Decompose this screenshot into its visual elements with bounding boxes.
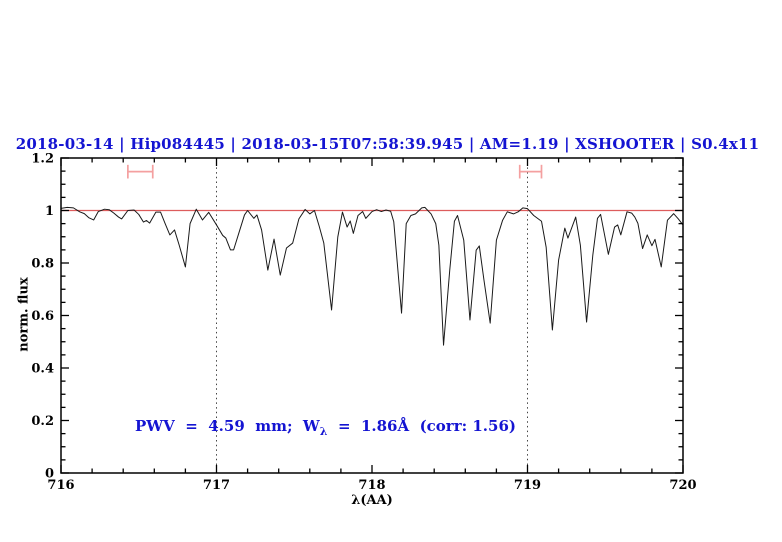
- axis-ticks: [60, 157, 684, 474]
- svg-text:0.4: 0.4: [31, 362, 54, 377]
- annotation-lambda-subscript: λ: [319, 425, 328, 438]
- pwv-annotation: PWV = 4.59 mm; Wλ = 1.86Å (corr: 1.56): [135, 417, 516, 438]
- svg-text:716: 716: [47, 478, 74, 493]
- svg-text:0.6: 0.6: [31, 309, 54, 324]
- y-axis-label: norm. flux: [16, 277, 32, 352]
- plot-title: 2018-03-14 | Hip084445 | 2018-03-15T07:5…: [15, 135, 760, 153]
- svg-text:1.2: 1.2: [31, 152, 54, 167]
- svg-text:718: 718: [358, 478, 385, 493]
- y-tick-labels: 0 0.2 0.4 0.6 0.8 1 1.2: [31, 152, 54, 482]
- annotation-suffix: = 1.86Å (corr: 1.56): [327, 417, 517, 435]
- svg-text:0.8: 0.8: [31, 257, 54, 272]
- svg-text:0.2: 0.2: [31, 414, 54, 429]
- svg-text:0: 0: [45, 467, 54, 482]
- range-markers: [127, 164, 543, 179]
- x-axis-label: λ(AA): [351, 493, 393, 508]
- svg-text:717: 717: [203, 478, 230, 493]
- spectrum-line: [60, 206, 684, 346]
- svg-text:1: 1: [45, 204, 54, 219]
- svg-text:720: 720: [669, 478, 696, 493]
- svg-text:719: 719: [514, 478, 541, 493]
- x-tick-labels: 716 717 718 719 720: [47, 478, 696, 493]
- annotation-prefix: PWV = 4.59 mm; W: [135, 417, 320, 435]
